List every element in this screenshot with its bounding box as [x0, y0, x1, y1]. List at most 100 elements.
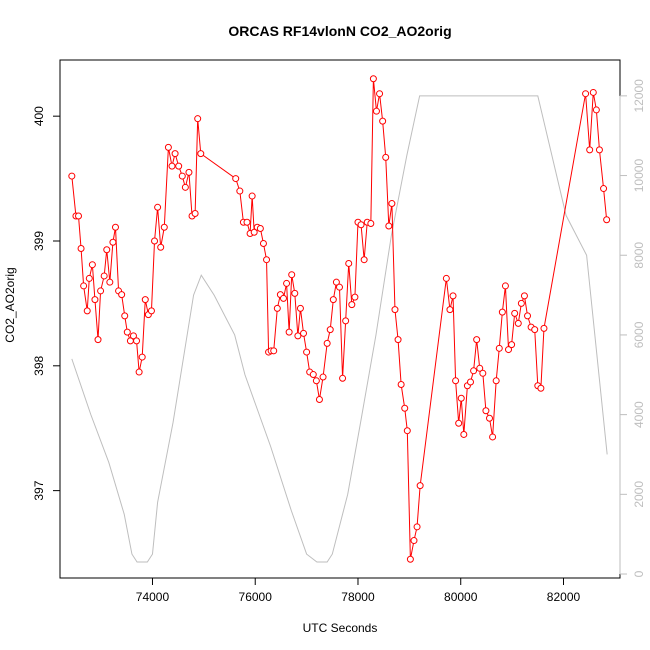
x-tick-label: 76000 [239, 590, 273, 604]
co2-data-point [326, 326, 334, 334]
co2-data-point [323, 339, 331, 347]
co2-data-point [348, 301, 356, 309]
co2-data-point [250, 228, 258, 236]
co2-data-point [357, 221, 365, 229]
co2-data-point [303, 348, 311, 356]
co2-data-point [168, 162, 176, 170]
co2-data-point [452, 377, 460, 385]
co2-data-point [135, 368, 143, 376]
co2-data-point [600, 185, 608, 193]
co2-data-point [181, 183, 189, 191]
co2-data-point [495, 344, 503, 352]
co2-data-point [442, 274, 450, 282]
co2-data-point [141, 296, 149, 304]
y2-tick-label: 4000 [632, 401, 646, 428]
co2-data-point [285, 328, 293, 336]
co2-data-point [582, 90, 590, 98]
co2-data-point [91, 296, 99, 304]
co2-data-point [514, 319, 522, 327]
co2-data-point [319, 373, 327, 381]
y2-tick-label: 10000 [632, 159, 646, 193]
y-tick-label: 399 [32, 231, 46, 251]
x-axis: 74000 76000 78000 80000 82000 [136, 577, 580, 604]
co2-data-point [263, 256, 271, 264]
co2-data-point [335, 283, 343, 291]
y2-tick-label: 6000 [632, 321, 646, 348]
co2-data-point [372, 107, 380, 115]
co2-data-point [194, 115, 202, 123]
co2-data-point [312, 377, 320, 385]
co2-data-point [270, 347, 278, 355]
co2-data-point [489, 433, 497, 441]
co2-data-point [291, 289, 299, 297]
co2-data-point [256, 225, 264, 233]
co2-data-point [329, 296, 337, 304]
co2-data-point [524, 312, 532, 320]
co2-data-point [123, 328, 131, 336]
chart-title: ORCAS RF14vlonN CO2_AO2orig [228, 23, 451, 39]
co2-data-point [540, 324, 548, 332]
co2-data-point [537, 384, 545, 392]
co2-data-point [410, 537, 418, 545]
co2-data-point [109, 238, 117, 246]
co2-data-point [160, 223, 168, 231]
co2-data-point [416, 482, 424, 490]
x-tick-label: 74000 [136, 590, 170, 604]
co2-data-point [106, 278, 114, 286]
co2-data-point [397, 381, 405, 389]
co2-data-point [283, 279, 291, 287]
co2-data-point [446, 306, 454, 314]
co2-data-point [492, 377, 500, 385]
altitude-series-line [71, 95, 608, 563]
co2-data-point [300, 329, 308, 337]
co2-data-point [498, 308, 506, 316]
co2-data-point [151, 237, 159, 245]
co2-data-point [68, 172, 76, 180]
x-tick-label: 78000 [341, 590, 375, 604]
x-axis-label: UTC Seconds [303, 621, 378, 635]
co2-data-point [80, 282, 88, 290]
co2-data-point [259, 239, 267, 247]
y-axis-left: 397 398 399 400 [32, 106, 61, 501]
co2-data-point [376, 90, 384, 98]
co2-data-point [171, 150, 179, 158]
y2-tick-label: 12000 [632, 79, 646, 113]
co2-data-point [133, 337, 141, 345]
co2-data-point [191, 210, 199, 218]
co2-data-point [345, 259, 353, 267]
co2-data-point [391, 306, 399, 314]
co2-data-point [185, 168, 193, 176]
co2-data-point [97, 287, 105, 295]
co2-data-point [401, 404, 409, 412]
co2-data-point [511, 309, 519, 317]
co2-data-point [75, 212, 82, 220]
co2-data-point [332, 278, 340, 286]
co2-data-point [342, 317, 350, 325]
co2-data-point [592, 106, 600, 114]
co2-data-point [595, 146, 603, 154]
co2-data-point [296, 304, 304, 312]
x-tick-label: 80000 [444, 590, 478, 604]
co2-data-point [505, 346, 513, 354]
co2-data-point [100, 272, 108, 280]
y-tick-label: 398 [32, 355, 46, 375]
co2-data-point [138, 353, 146, 361]
co2-data-point [315, 396, 323, 404]
co2-data-point [360, 256, 368, 264]
co2-data-point [178, 172, 186, 180]
co2-data-point [501, 282, 509, 290]
co2-data-point [486, 414, 493, 422]
co2-data-point [103, 246, 111, 254]
co2-data-point [118, 291, 126, 299]
co2-data-point [154, 203, 162, 211]
co2-data-point [339, 374, 347, 382]
series-layer [68, 75, 611, 563]
y-tick-label: 400 [32, 106, 46, 126]
co2-data-point [232, 175, 240, 183]
co2-data-point [482, 407, 490, 415]
y2-tick-label: 8000 [632, 242, 646, 269]
y-axis-label: CO2_AO2orig [3, 267, 17, 342]
co2-data-point [470, 367, 478, 375]
co2-data-point [88, 261, 96, 269]
